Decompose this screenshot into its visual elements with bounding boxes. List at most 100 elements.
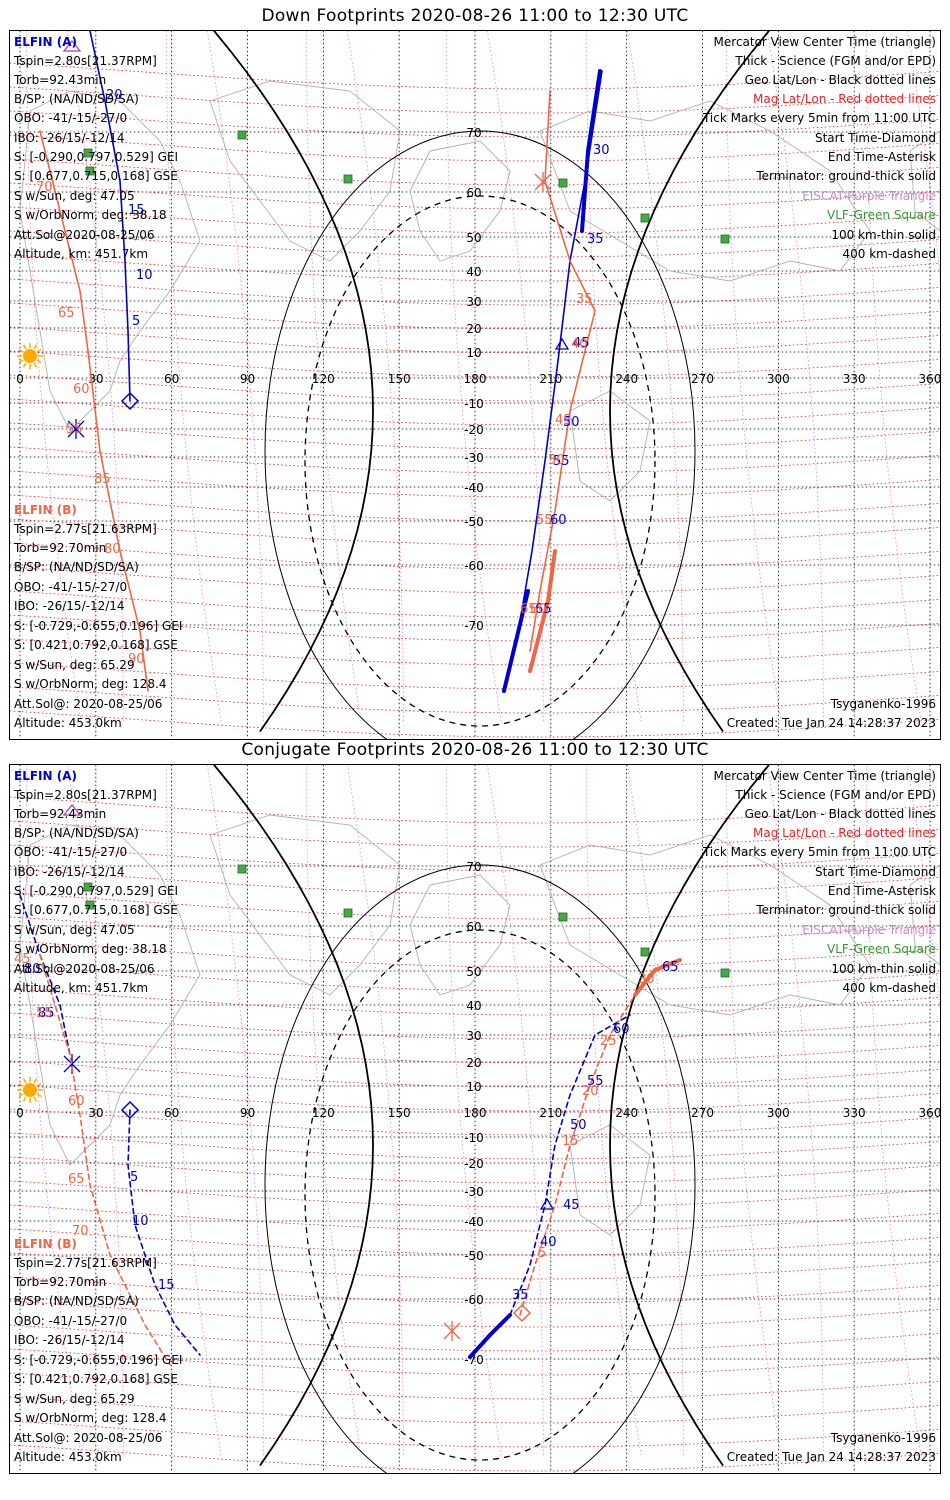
legend-line: Mag Lat/Lon - Red dotted lines xyxy=(752,826,936,840)
sun-ray xyxy=(33,362,38,368)
mag-lon-line xyxy=(166,765,222,1456)
lat-tick-label: 60 xyxy=(466,920,481,934)
lon-tick-label: 90 xyxy=(240,372,255,386)
sat-b-track xyxy=(519,994,636,1316)
mag-lon-line xyxy=(66,765,124,1456)
lat-tick-label: -50 xyxy=(464,515,484,529)
lon-tick-label: 330 xyxy=(843,372,866,386)
sat-b-tick-label: 65 xyxy=(58,306,75,321)
mag-lat-line xyxy=(10,662,940,690)
lon-tick-label: 270 xyxy=(691,1106,714,1120)
legend-line: End Time-Asterisk xyxy=(827,884,936,898)
sat-b-tick-label: 55 xyxy=(36,1006,53,1021)
vlf-station-square xyxy=(343,174,353,184)
lat-tick-label: -10 xyxy=(464,397,484,411)
sat-b-tick-label: 65 xyxy=(520,602,537,617)
mag-lat-line xyxy=(10,398,940,426)
mag-lat-line xyxy=(10,350,940,378)
lat-tick-label: 10 xyxy=(466,346,481,360)
mag-lat-line xyxy=(10,1372,940,1400)
lat-tick-label: -20 xyxy=(464,1157,484,1171)
continent-outline xyxy=(209,80,401,262)
mag-lat-line xyxy=(10,614,940,642)
mag-lat-line xyxy=(10,158,940,186)
mag-lat-line xyxy=(10,820,940,848)
mag-lat-line xyxy=(10,868,940,896)
map-canvas: 0 30 60 90 120 150 180 210 240 270 300 330 360706050… xyxy=(10,765,940,1473)
mag-lat-line xyxy=(10,302,940,330)
legend-line: VLF-Green Square xyxy=(827,942,936,956)
sat-b-track xyxy=(529,90,596,652)
sat-b-info: Torb=92.70min xyxy=(14,1275,107,1289)
sat-b-info: Altitude: 453.0km xyxy=(14,1450,122,1464)
lat-tick-label: 70 xyxy=(466,126,481,140)
mag-lat-line xyxy=(10,374,940,402)
mag-lat-line xyxy=(10,206,940,234)
sat-a-info: Tspin=2.80s[21.37RPM] xyxy=(14,54,157,68)
terminator-line xyxy=(213,765,374,1466)
sun-ray xyxy=(22,362,27,368)
sat-b-info: S w/Sun, deg: 65.29 xyxy=(14,1392,135,1406)
vlf-station-square xyxy=(85,166,95,176)
sat-a-info: S w/Sun, deg: 47.05 xyxy=(14,923,135,937)
mag-lon-line xyxy=(346,31,404,722)
mag-lat-line xyxy=(10,1300,940,1328)
lat-tick-label: -50 xyxy=(464,1249,484,1263)
lon-tick-label: 180 xyxy=(464,372,487,386)
lat-tick-label: 20 xyxy=(466,322,481,336)
eiscat-triangle xyxy=(62,39,82,52)
lon-tick-label: 150 xyxy=(388,1106,411,1120)
legend-line: 400 km-dashed xyxy=(842,981,936,995)
sat-b-tick-label: 50 xyxy=(548,453,565,468)
vlf-station-square xyxy=(720,234,730,244)
sat-b-tick-label: 20 xyxy=(582,1084,599,1099)
mag-lat-line xyxy=(10,326,940,354)
lon-tick-label: 300 xyxy=(767,372,790,386)
mag-lat-line xyxy=(10,590,940,618)
mag-lat-line xyxy=(10,1012,940,1040)
legend-line: Mag Lat/Lon - Red dotted lines xyxy=(752,92,936,106)
sat-b-info: IBO: -26/15/-12/14 xyxy=(14,599,125,613)
conjugate-footprints-panel: Conjugate Footprints 2020-08-26 11:00 to… xyxy=(0,740,950,1500)
sat-b-track xyxy=(39,954,171,1366)
sat-b-info: Tspin=2.77s[21.63RPM] xyxy=(14,1256,157,1270)
sun-icon xyxy=(17,1077,43,1103)
created-timestamp: Created: Tue Jan 24 14:28:37 2023 xyxy=(726,716,936,730)
lat-tick-label: 30 xyxy=(466,295,481,309)
lat-tick-label: 70 xyxy=(466,860,481,874)
sat-b-name: ELFIN (B) xyxy=(14,503,77,517)
vlf-station-square xyxy=(640,213,650,223)
mag-lon-line xyxy=(586,765,642,1456)
legend-line: Geo Lat/Lon - Black dotted lines xyxy=(744,807,936,821)
continent-outline xyxy=(909,130,940,232)
legend-line: Thick - Science (FGM and/or EPD) xyxy=(735,54,936,68)
sun-ray xyxy=(18,359,24,364)
sat-a-info: S w/Sun, deg: 47.05 xyxy=(14,189,135,203)
mag-lon-line xyxy=(866,765,922,1456)
mag-lat-line xyxy=(10,230,940,258)
sat-a-info: OBO: -41/-15/-27/0 xyxy=(14,111,128,125)
sat-b-tick-label: 70 xyxy=(36,180,53,195)
mag-lon-line xyxy=(726,765,782,1456)
lon-tick-label: 360 xyxy=(919,372,940,386)
continent-outline xyxy=(19,90,201,432)
sun-ray xyxy=(36,1082,42,1087)
continent-outline xyxy=(409,874,511,996)
lat-tick-label: 50 xyxy=(466,231,481,245)
sun-ray xyxy=(36,359,42,364)
lon-tick-label: 180 xyxy=(464,1106,487,1120)
sat-a-info: S: [0.677,0.715,0.168] GSE xyxy=(14,169,178,183)
lon-tick-label: 90 xyxy=(240,1106,255,1120)
eiscat-triangle xyxy=(62,803,82,816)
mag-lon-line xyxy=(26,765,82,1456)
sat-b-science-segment xyxy=(633,958,682,997)
map-frame: 0 30 60 90 120 150 180 210 240 270 300 330 360 70 60 50… xyxy=(9,764,941,1474)
sat-a-tick-label: 60 xyxy=(613,1022,630,1037)
sun-ray xyxy=(18,1082,24,1087)
sat-a-tick-label: 20 xyxy=(106,88,123,103)
mag-lon-line xyxy=(486,765,544,1456)
sat-b-info: S: [-0.729,-0.655,0.196] GEI xyxy=(14,619,183,633)
lat-tick-label: 30 xyxy=(466,1029,481,1043)
mag-lat-line xyxy=(10,566,940,594)
sat-b-info: OBO: -41/-15/-27/0 xyxy=(14,1314,128,1328)
